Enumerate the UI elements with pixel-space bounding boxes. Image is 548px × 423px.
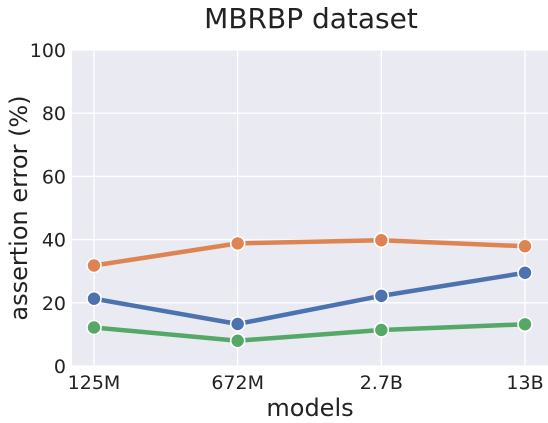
series-1: [86, 232, 533, 274]
data-point: [229, 316, 246, 332]
y-tick-label: 80: [42, 103, 66, 125]
x-tick-label: 2.7B: [360, 372, 403, 394]
series-line: [91, 322, 528, 343]
x-axis-label: models: [266, 394, 353, 422]
data-point: [229, 235, 246, 252]
y-tick-label: 60: [42, 166, 66, 188]
y-axis-label: assertion error (%): [5, 95, 33, 320]
y-tick-label: 20: [42, 293, 66, 315]
x-tick-label: 672M: [211, 372, 264, 394]
x-tick-labels: 125M 672M 2.7B 13B: [68, 372, 544, 394]
grid-lines: [72, 49, 548, 367]
series-layer: [86, 232, 533, 349]
series-3: [86, 316, 533, 349]
y-tick-labels: 0 20 40 60 80 100: [30, 40, 66, 378]
data-point: [86, 257, 102, 274]
data-point: [517, 238, 533, 255]
data-point: [86, 290, 102, 307]
data-point: [373, 288, 390, 304]
data-point: [517, 316, 533, 333]
data-point: [373, 322, 390, 338]
series-line: [91, 237, 528, 268]
y-tick-label: 100: [30, 40, 66, 62]
y-tick-label: 40: [42, 230, 66, 252]
y-tick-label: 0: [54, 356, 66, 378]
chart-title: MBRBP dataset: [204, 2, 418, 35]
series-2: [86, 264, 533, 332]
x-tick-label: 13B: [506, 372, 543, 394]
data-point: [373, 232, 390, 249]
series-line: [91, 270, 528, 327]
x-tick-label: 125M: [68, 372, 121, 394]
plot-area: [72, 50, 548, 366]
data-point: [229, 332, 246, 349]
data-point: [517, 264, 533, 281]
data-point: [86, 319, 102, 336]
